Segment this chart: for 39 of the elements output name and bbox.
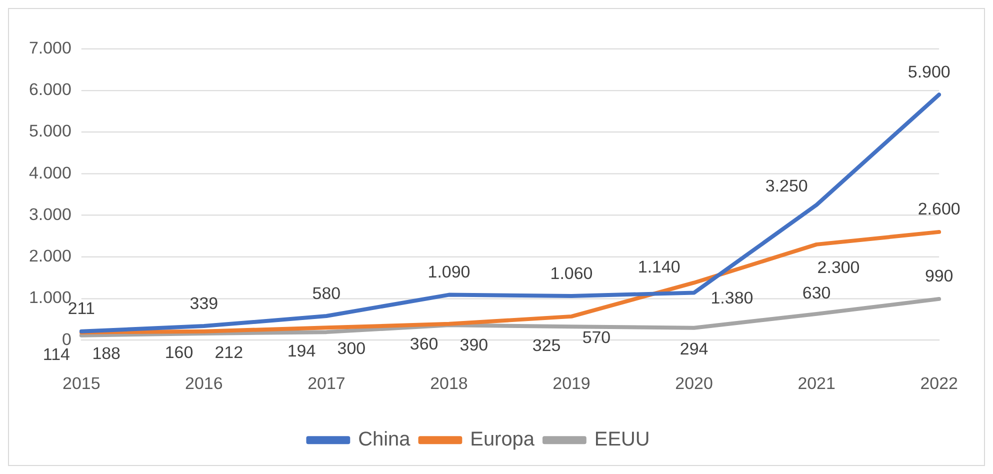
- y-tick-label: 3.000: [28, 204, 72, 224]
- legend-label: Europa: [470, 428, 536, 451]
- data-label: 212: [214, 342, 244, 362]
- x-tick-label: 2021: [798, 374, 836, 393]
- y-tick-label: 4.000: [28, 163, 72, 182]
- x-tick-label: 2019: [552, 374, 590, 393]
- data-label: 2.300: [817, 258, 860, 277]
- x-tick-label: 2015: [62, 374, 100, 393]
- data-label: 160: [164, 343, 194, 362]
- data-label: 194: [287, 342, 316, 361]
- x-tick-label: 2020: [675, 374, 713, 393]
- data-label: 1.090: [428, 262, 470, 282]
- y-tick-label: 5.000: [28, 122, 72, 141]
- data-label: 1.380: [710, 288, 754, 308]
- data-label: 630: [802, 284, 831, 303]
- data-label: 580: [312, 284, 341, 303]
- data-label: 3.250: [765, 176, 808, 196]
- data-label: 339: [190, 294, 218, 313]
- legend-label: EEUU: [594, 428, 650, 451]
- data-label: 390: [460, 336, 488, 354]
- data-label: 294: [680, 340, 708, 358]
- data-label: 570: [582, 328, 611, 347]
- data-label: 300: [337, 339, 366, 358]
- x-tick-label: 2018: [430, 374, 468, 393]
- data-label: 188: [92, 344, 120, 363]
- data-label: 990: [924, 266, 954, 286]
- data-label: 1.140: [638, 257, 680, 276]
- legend-label: China: [358, 428, 412, 451]
- y-tick-label: 7.000: [28, 38, 72, 58]
- y-tick-label: 2.000: [28, 246, 72, 266]
- x-tick-label: 2022: [920, 374, 958, 393]
- data-label: 325: [532, 336, 561, 356]
- data-label: 5.900: [908, 62, 950, 82]
- data-label: 1.060: [550, 264, 593, 283]
- data-label: 2.600: [918, 200, 960, 219]
- x-tick-label: 2016: [185, 374, 223, 393]
- data-label: 360: [410, 334, 438, 354]
- y-tick-label: 6.000: [28, 80, 72, 100]
- x-tick-label: 2017: [308, 374, 346, 393]
